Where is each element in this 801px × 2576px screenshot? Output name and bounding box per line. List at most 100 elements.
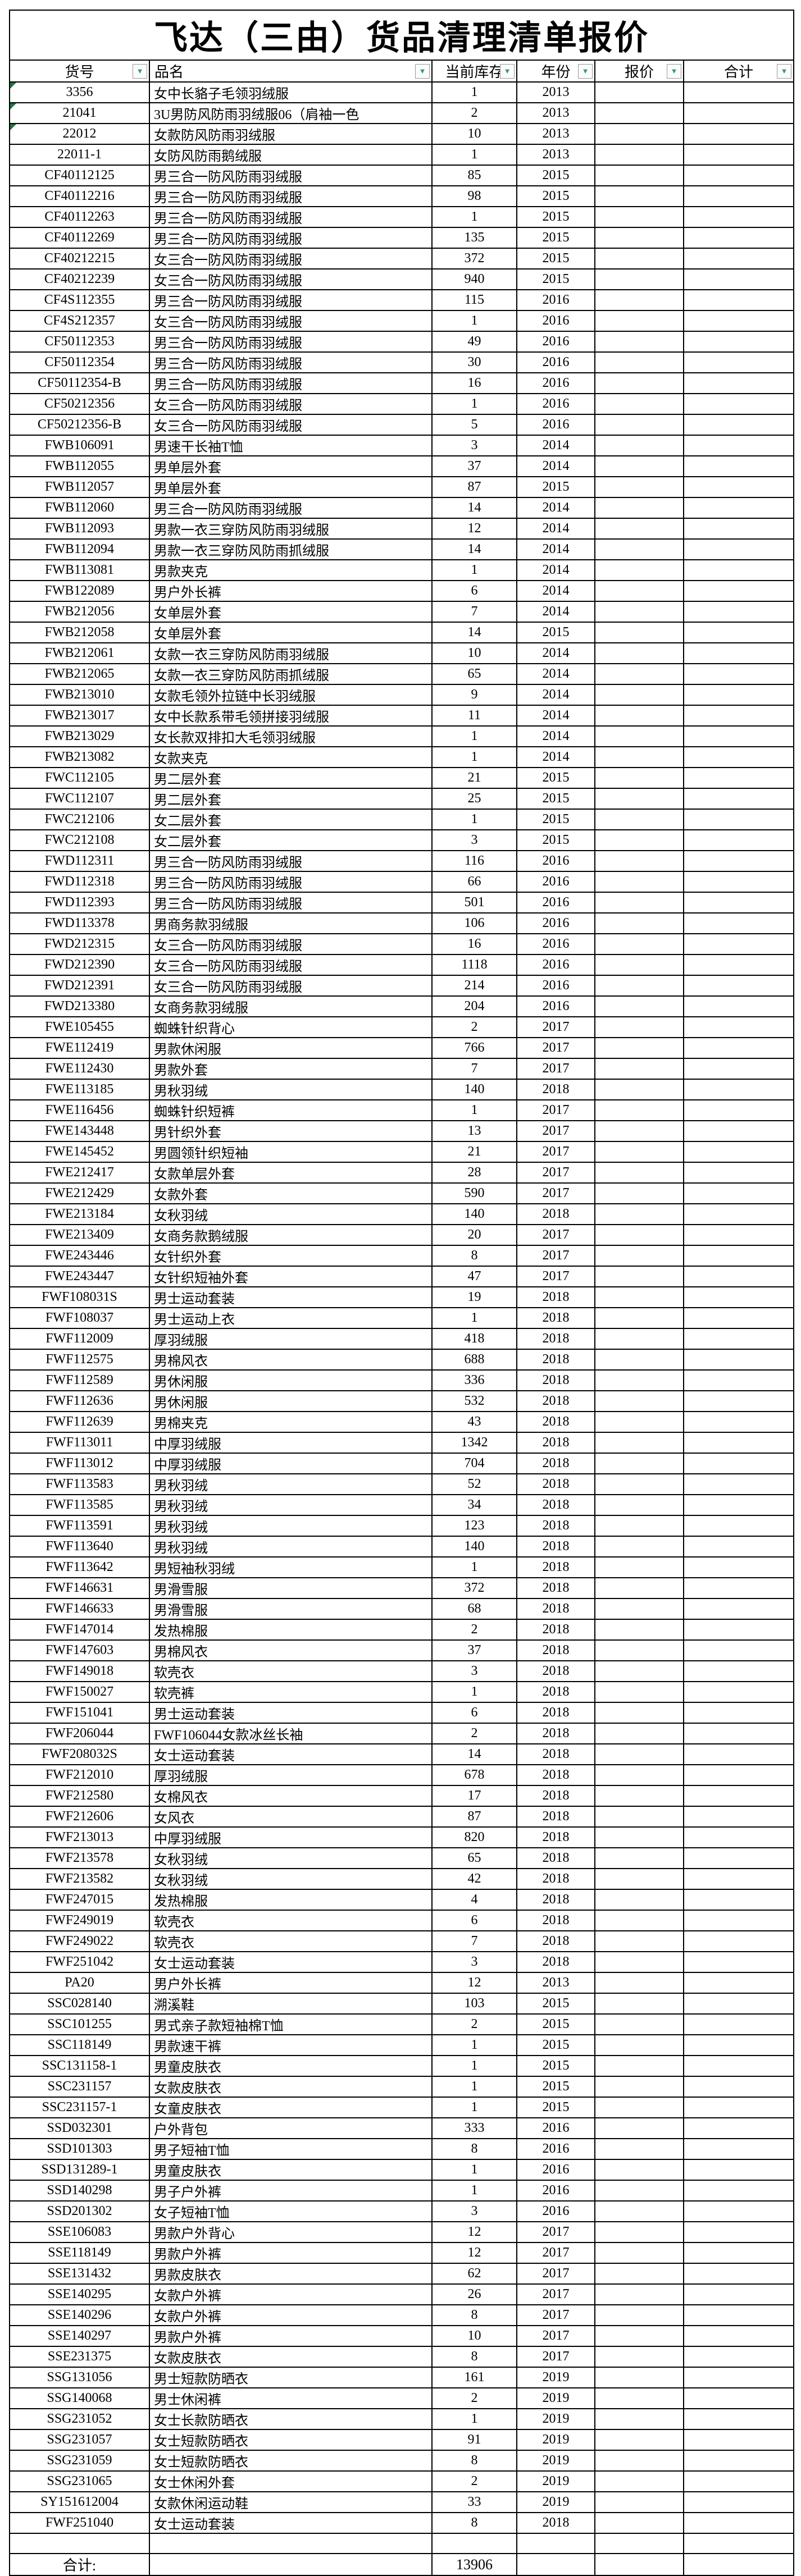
total-cell[interactable] xyxy=(682,663,795,685)
item-no-cell[interactable]: FWE243446 xyxy=(9,1245,150,1267)
product-name-cell[interactable]: 男三合一防风防雨羽绒服 xyxy=(149,185,433,207)
stock-cell[interactable]: 87 xyxy=(431,476,517,498)
total-cell[interactable] xyxy=(682,165,795,186)
stock-cell[interactable]: 1 xyxy=(431,1556,517,1578)
price-cell[interactable] xyxy=(594,933,684,955)
price-cell[interactable] xyxy=(594,1806,684,1828)
total-cell[interactable] xyxy=(682,1120,795,1142)
total-cell[interactable] xyxy=(682,2367,795,2388)
price-cell[interactable] xyxy=(594,497,684,519)
total-cell[interactable] xyxy=(682,1328,795,1350)
product-name-cell[interactable]: 蜘蛛针织背心 xyxy=(149,1016,433,1038)
item-no-cell[interactable]: SSC028140 xyxy=(9,1993,150,2015)
item-no-cell[interactable]: FWD112393 xyxy=(9,892,150,914)
item-no-cell[interactable]: FWF113585 xyxy=(9,1494,150,1516)
stock-cell[interactable]: 21 xyxy=(431,1141,517,1163)
total-cell[interactable] xyxy=(682,1307,795,1329)
product-name-cell[interactable]: 中厚羽绒服 xyxy=(149,1453,433,1474)
stock-cell[interactable]: 14 xyxy=(431,1743,517,1765)
year-cell[interactable]: 2017 xyxy=(516,2304,595,2326)
stock-cell[interactable]: 34 xyxy=(431,1494,517,1516)
price-cell[interactable] xyxy=(594,892,684,914)
stock-cell[interactable]: 1 xyxy=(431,206,517,228)
stock-cell[interactable]: 5 xyxy=(431,414,517,436)
year-cell[interactable]: 2018 xyxy=(516,1473,595,1495)
year-cell[interactable]: 2017 xyxy=(516,1182,595,1204)
item-no-cell[interactable]: FWC112105 xyxy=(9,767,150,789)
item-no-cell[interactable]: SSE118149 xyxy=(9,2242,150,2264)
total-cell[interactable] xyxy=(682,746,795,768)
product-name-cell[interactable]: 女款毛领外拉链中长羽绒服 xyxy=(149,684,433,706)
filter-button[interactable]: ▼ xyxy=(667,63,681,79)
stock-cell[interactable]: 103 xyxy=(431,1993,517,2015)
year-cell[interactable]: 2015 xyxy=(516,2076,595,2098)
total-cell[interactable] xyxy=(682,642,795,664)
item-no-cell[interactable]: FWF213013 xyxy=(9,1826,150,1848)
year-cell[interactable]: 2018 xyxy=(516,1681,595,1703)
year-cell[interactable]: 2016 xyxy=(516,995,595,1017)
total-cell[interactable] xyxy=(682,2512,795,2534)
price-cell[interactable] xyxy=(594,2221,684,2243)
price-cell[interactable] xyxy=(594,1266,684,1287)
product-name-cell[interactable]: 男秋羽绒 xyxy=(149,1515,433,1537)
product-name-cell[interactable]: 溯溪鞋 xyxy=(149,1993,433,2015)
item-no-cell[interactable]: FWB213010 xyxy=(9,684,150,706)
item-no-cell[interactable]: FWB212058 xyxy=(9,622,150,643)
item-no-cell[interactable]: FWF146633 xyxy=(9,1598,150,1620)
stock-cell[interactable]: 10 xyxy=(431,2325,517,2347)
item-no-cell[interactable]: FWF213578 xyxy=(9,1847,150,1869)
product-name-cell[interactable]: 男三合一防风防雨羽绒服 xyxy=(149,871,433,893)
total-cell[interactable] xyxy=(682,1702,795,1724)
product-name-cell[interactable]: 女三合一防风防雨羽绒服 xyxy=(149,975,433,997)
price-cell[interactable] xyxy=(594,1556,684,1578)
item-no-cell[interactable]: FWF113011 xyxy=(9,1432,150,1454)
item-no-cell[interactable]: FWF212580 xyxy=(9,1785,150,1807)
product-name-cell[interactable]: 男三合一防风防雨羽绒服 xyxy=(149,372,433,394)
stock-cell[interactable]: 336 xyxy=(431,1369,517,1391)
year-cell[interactable]: 2016 xyxy=(516,933,595,955)
price-cell[interactable] xyxy=(594,1868,684,1890)
item-no-cell[interactable]: FWF147014 xyxy=(9,1619,150,1641)
item-no-cell[interactable]: FWB213029 xyxy=(9,725,150,747)
product-name-cell[interactable]: 女士短款防晒衣 xyxy=(149,2429,433,2451)
price-cell[interactable] xyxy=(594,829,684,851)
year-cell[interactable]: 2015 xyxy=(516,622,595,643)
price-cell[interactable] xyxy=(594,2450,684,2472)
year-cell[interactable]: 2017 xyxy=(516,1266,595,1287)
year-cell[interactable]: 2013 xyxy=(516,144,595,166)
item-no-cell[interactable]: SSC231157-1 xyxy=(9,2097,150,2118)
stock-cell[interactable]: 8 xyxy=(431,2138,517,2160)
total-cell[interactable] xyxy=(682,1951,795,1973)
price-cell[interactable] xyxy=(594,1037,684,1059)
total-cell[interactable] xyxy=(682,2346,795,2368)
product-name-cell[interactable]: 女防风防雨鹅绒服 xyxy=(149,144,433,166)
item-no-cell[interactable]: CF40212239 xyxy=(9,268,150,290)
year-cell[interactable]: 2018 xyxy=(516,1826,595,1848)
total-cell[interactable] xyxy=(682,1847,795,1869)
price-cell[interactable] xyxy=(594,1411,684,1433)
item-no-cell[interactable]: CF40112263 xyxy=(9,206,150,228)
year-cell[interactable]: 2017 xyxy=(516,2221,595,2243)
price-cell[interactable] xyxy=(594,268,684,290)
total-cell[interactable] xyxy=(682,538,795,560)
year-cell[interactable]: 2015 xyxy=(516,2097,595,2118)
price-cell[interactable] xyxy=(594,1660,684,1682)
product-name-cell[interactable]: 软壳裤 xyxy=(149,1681,433,1703)
price-cell[interactable] xyxy=(594,1328,684,1350)
price-cell[interactable] xyxy=(594,1079,684,1100)
total-cell[interactable] xyxy=(682,206,795,228)
item-no-cell[interactable]: FWF213582 xyxy=(9,1868,150,1890)
price-cell[interactable] xyxy=(594,2117,684,2139)
item-no-cell[interactable]: CF50112353 xyxy=(9,331,150,353)
item-no-cell[interactable] xyxy=(9,2533,150,2554)
item-no-cell[interactable]: CF40112125 xyxy=(9,165,150,186)
item-no-cell[interactable]: SSG231065 xyxy=(9,2470,150,2492)
year-cell[interactable]: 2015 xyxy=(516,809,595,830)
price-cell[interactable] xyxy=(594,1536,684,1558)
product-name-cell[interactable]: 男三合一防风防雨羽绒服 xyxy=(149,227,433,249)
year-cell[interactable]: 2016 xyxy=(516,850,595,872)
price-cell[interactable] xyxy=(594,1577,684,1599)
product-name-cell[interactable]: 女风衣 xyxy=(149,1806,433,1828)
total-cell[interactable] xyxy=(682,1806,795,1828)
total-cell[interactable] xyxy=(682,1515,795,1537)
